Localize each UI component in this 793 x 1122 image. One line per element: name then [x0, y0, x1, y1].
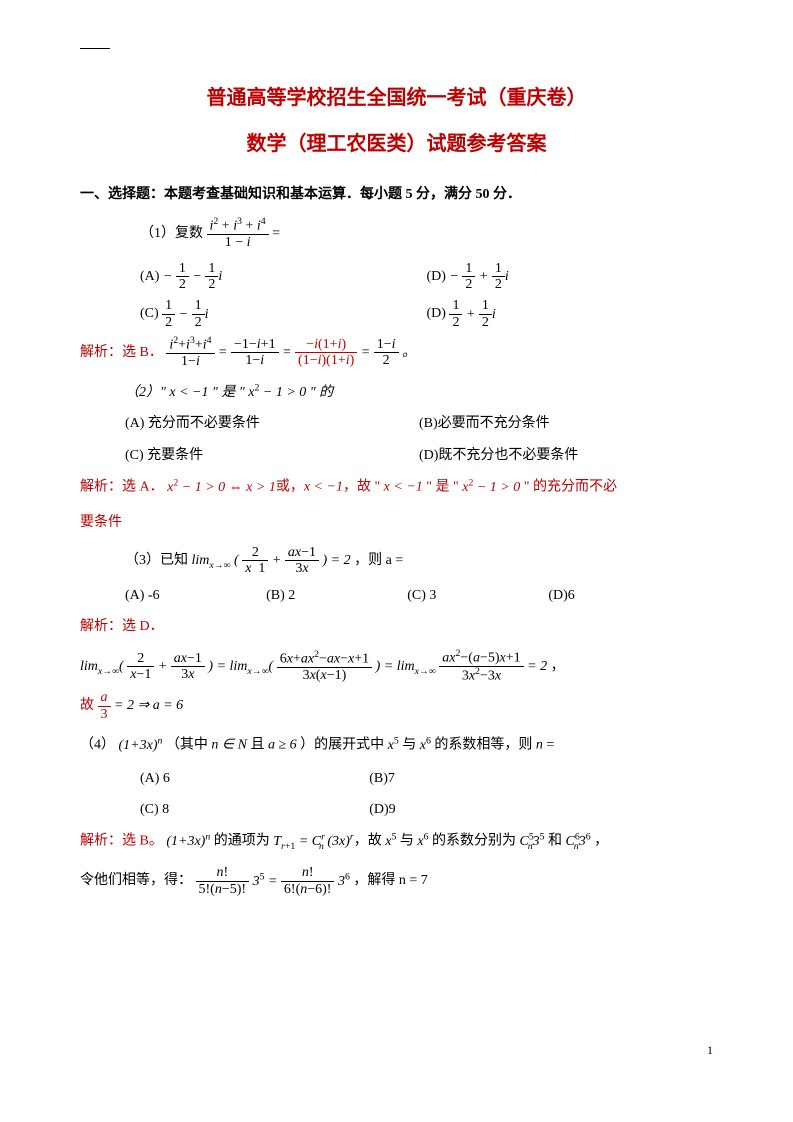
q1-fraction: i2 + i3 + i41 − i: [207, 226, 273, 241]
q1-solution: 解析：选 B． i2+i3+i41−i = −1−i+11−i = −i(1+i…: [80, 336, 713, 369]
q4-choice-a: (A) 6: [140, 766, 369, 791]
doc-title-main: 普通高等学校招生全国统一考试（重庆卷）: [80, 80, 713, 116]
q2-choices-row2: (C) 充要条件 (D)既不充分也不必要条件: [125, 443, 713, 468]
q1-choices-row1: (A) − 12 − 12i (D) − 12 + 12i: [140, 261, 713, 293]
q3-choice-a: (A) -6: [125, 583, 266, 608]
q1-a-label: (A): [140, 269, 159, 284]
q2-choice-c: (C) 充要条件: [125, 443, 419, 468]
q3-sol-label: 解析：选 D．: [80, 614, 713, 639]
top-rule: [80, 48, 110, 49]
q4-choice-d: (D)9: [369, 797, 598, 822]
q3-stem-prefix: （3）已知: [125, 553, 188, 568]
q4-sol-l1: 解析：选 B。 (1+3x)n 的通项为 Tr+1 = Crn (3x)r，故 …: [80, 828, 713, 855]
q4-stem: （4） (1+3x)n （其中 n ∈ N 且 a ≥ 6 ）的展开式中 x5 …: [80, 732, 713, 758]
q2-stem: （2）" x < −1 " 是 " x2 − 1 > 0 " 的: [125, 380, 713, 406]
q2-solution-l2: 要条件: [80, 510, 713, 535]
q2-solution-l1: 解析：选 A． x2 − 1 > 0 ⇔ x > 1或，x < −1，故 " x…: [80, 474, 713, 500]
q4-sol2-pre: 令他们相等，得：: [80, 874, 192, 889]
q3-choice-c: (C) 3: [407, 583, 548, 608]
q4-choice-c: (C) 8: [140, 797, 369, 822]
q1-c-label: (C): [140, 307, 159, 322]
q1-choice-d2: (D) 12 + 12i: [427, 298, 714, 330]
q1-sol-label: 解析：选 B．: [80, 345, 163, 360]
q1-choice-d: (D) − 12 + 12i: [427, 261, 714, 293]
q3-tail2-pre: 故: [80, 698, 98, 713]
q1-choice-c: (C) 12 − 12i: [140, 298, 427, 330]
q4-choices-row2: (C) 8 (D)9: [140, 797, 713, 822]
q3-tail: ，: [551, 659, 565, 674]
q1-choice-a: (A) − 12 − 12i: [140, 261, 427, 293]
q3-stem: （3）已知 limx→∞ ( 2x 1 + ax−13x ) = 2 ，则 a …: [125, 545, 713, 577]
q1-stem-prefix: （1）复数: [140, 226, 207, 241]
q2-choice-a: (A) 充分而不必要条件: [125, 411, 419, 436]
q4-sol-l2: 令他们相等，得： n!5!(n−5)! 35 = n!6!(n−6)! 36 ，…: [80, 865, 713, 897]
section-1-heading: 一、选择题：本题考查基础知识和基本运算．每小题 5 分，满分 50 分．: [80, 182, 713, 207]
page-number: 1: [707, 1040, 713, 1062]
q1-stem-suffix: =: [272, 226, 280, 241]
q3-choice-d: (D)6: [548, 583, 689, 608]
q3-choices: (A) -6 (B) 2 (C) 3 (D)6: [125, 583, 713, 608]
q1-d-label: (D): [427, 269, 446, 284]
q3-solution-math: limx→∞( 2x−1 + ax−13x ) = limx→∞( 6x+ax2…: [80, 649, 713, 684]
q3-choice-b: (B) 2: [266, 583, 407, 608]
q2-choices-row1: (A) 充分而不必要条件 (B)必要而不充分条件: [125, 411, 713, 436]
q1-choices-row2: (C) 12 − 12i (D) 12 + 12i: [140, 298, 713, 330]
q1-stem: （1）复数 i2 + i3 + i41 − i =: [140, 217, 713, 250]
q2-choice-d: (D)既不充分也不必要条件: [419, 443, 713, 468]
doc-title-sub: 数学（理工农医类）试题参考答案: [80, 126, 713, 162]
q4-stem-pre: （4）: [80, 738, 115, 753]
q4-sol2-post: ，解得 n = 7: [353, 874, 427, 889]
q3-stem-then: ，则 a =: [354, 553, 403, 568]
q2-sol-label: 解析：选 A．: [80, 480, 164, 495]
q4-sol-label: 解析：选 B。: [80, 834, 166, 849]
q4-choices-row1: (A) 6 (B)7: [140, 766, 713, 791]
q3-solution-tail: 故 a3 = 2 ⇒ a = 6: [80, 690, 713, 722]
q4-choice-b: (B)7: [369, 766, 598, 791]
q1-d2-label: (D): [427, 307, 446, 322]
q2-choice-b: (B)必要而不充分条件: [419, 411, 713, 436]
